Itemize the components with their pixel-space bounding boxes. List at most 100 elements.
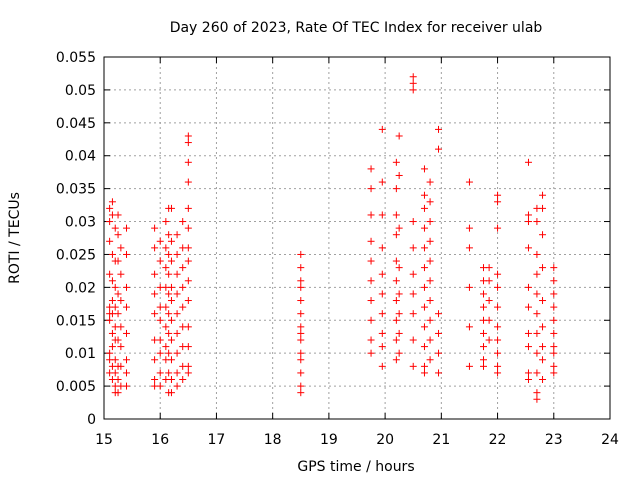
data-point	[539, 297, 547, 305]
data-point	[165, 349, 173, 357]
data-point	[108, 250, 116, 258]
data-point	[426, 316, 434, 324]
data-point	[184, 297, 192, 305]
data-point	[378, 310, 386, 318]
data-point	[162, 218, 170, 226]
data-point	[392, 356, 400, 364]
data-point	[435, 329, 443, 337]
data-point	[494, 303, 502, 311]
data-point	[184, 204, 192, 212]
data-point	[524, 218, 532, 226]
data-point	[392, 277, 400, 285]
data-point	[550, 277, 558, 285]
data-point	[395, 290, 403, 298]
data-point	[533, 310, 541, 318]
data-point	[378, 270, 386, 278]
data-point	[539, 231, 547, 239]
data-point	[122, 329, 130, 337]
data-point	[426, 277, 434, 285]
data-point	[494, 336, 502, 344]
data-point	[184, 132, 192, 140]
y-tick-label: 0.015	[56, 313, 96, 329]
data-point	[151, 270, 159, 278]
data-point	[550, 264, 558, 272]
x-tick-label: 16	[151, 432, 169, 448]
data-point	[184, 178, 192, 186]
data-point	[106, 204, 114, 212]
data-point	[420, 362, 428, 370]
data-point	[367, 211, 375, 219]
data-point	[111, 303, 119, 311]
data-point	[184, 139, 192, 147]
data-point	[184, 224, 192, 232]
data-point	[173, 382, 181, 390]
data-point	[485, 336, 493, 344]
data-point	[378, 362, 386, 370]
data-point	[524, 158, 532, 166]
data-point	[117, 270, 125, 278]
data-point	[173, 349, 181, 357]
data-point	[156, 316, 164, 324]
data-point	[367, 297, 375, 305]
data-point	[367, 257, 375, 265]
data-point	[114, 389, 122, 397]
data-point	[297, 389, 305, 397]
data-point	[367, 277, 375, 285]
data-point	[524, 343, 532, 351]
data-point	[426, 336, 434, 344]
data-point	[184, 277, 192, 285]
data-point	[420, 303, 428, 311]
data-point	[485, 277, 493, 285]
data-point	[151, 290, 159, 298]
y-tick-label: 0.03	[65, 215, 96, 231]
data-point	[539, 264, 547, 272]
y-tick-label: 0.04	[65, 149, 96, 165]
data-point	[114, 290, 122, 298]
data-point	[533, 389, 541, 397]
data-point	[117, 323, 125, 331]
data-point	[426, 198, 434, 206]
data-point	[550, 329, 558, 337]
chart-title: Day 260 of 2023, Rate Of TEC Index for r…	[170, 20, 543, 36]
data-point	[426, 257, 434, 265]
data-point	[156, 336, 164, 344]
data-point	[420, 165, 428, 173]
data-point	[378, 244, 386, 252]
data-point	[426, 237, 434, 245]
y-axis-label: ROTI / TECUs	[7, 192, 23, 284]
data-point	[165, 250, 173, 258]
data-point	[426, 297, 434, 305]
data-point	[184, 369, 192, 377]
data-point	[156, 349, 164, 357]
data-point	[156, 369, 164, 377]
data-point	[465, 283, 473, 291]
data-point	[297, 264, 305, 272]
data-point	[173, 329, 181, 337]
data-point	[184, 343, 192, 351]
data-point	[179, 264, 187, 272]
data-point	[378, 290, 386, 298]
data-point	[378, 178, 386, 186]
data-point	[435, 125, 443, 133]
data-point	[539, 204, 547, 212]
data-point	[533, 250, 541, 258]
data-point	[524, 303, 532, 311]
data-point	[162, 244, 170, 252]
data-point	[297, 310, 305, 318]
data-point	[550, 303, 558, 311]
data-point	[550, 290, 558, 298]
data-point	[392, 297, 400, 305]
data-point	[524, 244, 532, 252]
data-point	[167, 336, 175, 344]
data-point	[156, 257, 164, 265]
data-point	[162, 264, 170, 272]
data-point	[550, 369, 558, 377]
data-point	[297, 323, 305, 331]
data-point	[426, 218, 434, 226]
y-tick-label: 0.01	[65, 346, 96, 362]
data-point	[480, 290, 487, 298]
data-point	[378, 329, 386, 337]
data-point	[465, 244, 473, 252]
data-point	[524, 329, 532, 337]
data-point	[524, 369, 532, 377]
